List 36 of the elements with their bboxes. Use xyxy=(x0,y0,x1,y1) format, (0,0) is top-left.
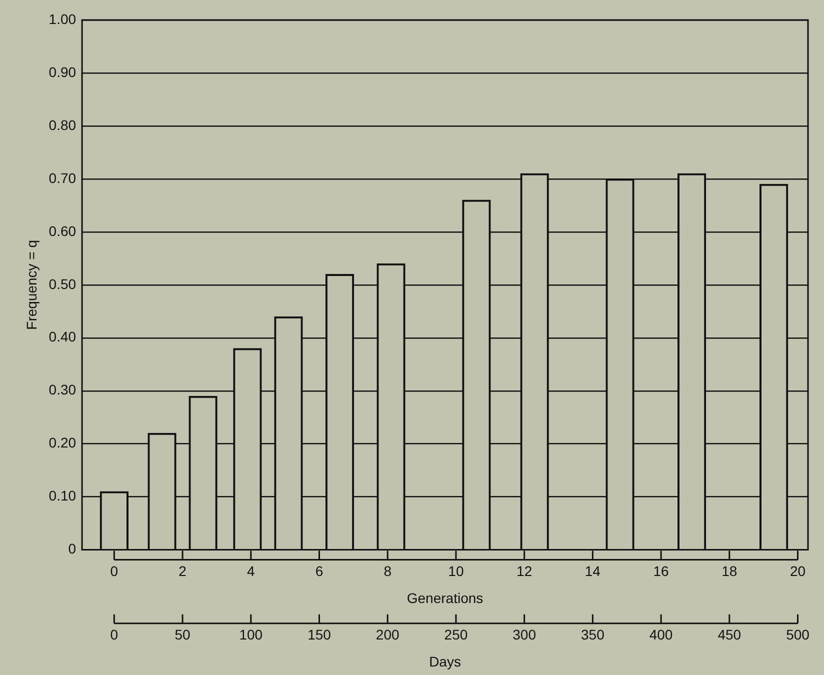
x-tick-label: 20 xyxy=(790,563,806,580)
x2-tick-label: 250 xyxy=(444,626,468,643)
x-tick-label: 10 xyxy=(448,563,464,580)
y-tick-label: 0.70 xyxy=(48,170,76,186)
x2-tick-label: 150 xyxy=(308,626,332,643)
y-tick-label: 1.00 xyxy=(48,10,76,27)
y-tick-label: 0.30 xyxy=(48,382,76,398)
x-tick-label: 4 xyxy=(246,563,255,580)
x-tick-label: 16 xyxy=(653,563,670,580)
x2-tick-label: 100 xyxy=(239,626,263,643)
y-tick-label: 0.90 xyxy=(48,64,76,80)
x-tick-label: 12 xyxy=(516,563,532,580)
y-tick-label: 0.50 xyxy=(48,276,76,292)
x-axis-title: Generations xyxy=(406,590,484,606)
x-tick-label: 8 xyxy=(384,563,392,580)
y-tick-label: 0.40 xyxy=(48,328,76,345)
x2-tick-label: 500 xyxy=(786,626,810,643)
y-tick-label: 0.20 xyxy=(48,434,76,451)
x-tick-label: 18 xyxy=(722,563,738,580)
y-tick-label: 0.60 xyxy=(48,222,76,239)
x2-tick-label: 200 xyxy=(376,626,400,643)
x2-tick-label: 450 xyxy=(718,626,742,643)
y-tick-label: 0.80 xyxy=(48,116,76,133)
x-tick-label: 0 xyxy=(110,563,118,580)
y-tick-label: 0 xyxy=(68,540,76,557)
x-tick-label: 6 xyxy=(315,563,324,580)
x-tick-label: 2 xyxy=(178,563,187,580)
x-tick-label: 14 xyxy=(584,563,601,580)
x2-tick-label: 300 xyxy=(512,626,536,643)
x2-tick-label: 400 xyxy=(649,626,673,643)
x2-tick-label: 350 xyxy=(580,626,605,643)
y-axis-title: Frequency = q xyxy=(23,240,40,330)
x2-axis-title: Days xyxy=(429,653,461,670)
x2-tick-label: 0 xyxy=(110,626,118,643)
y-tick-label: 0.10 xyxy=(48,488,76,504)
x2-tick-label: 50 xyxy=(174,626,191,643)
